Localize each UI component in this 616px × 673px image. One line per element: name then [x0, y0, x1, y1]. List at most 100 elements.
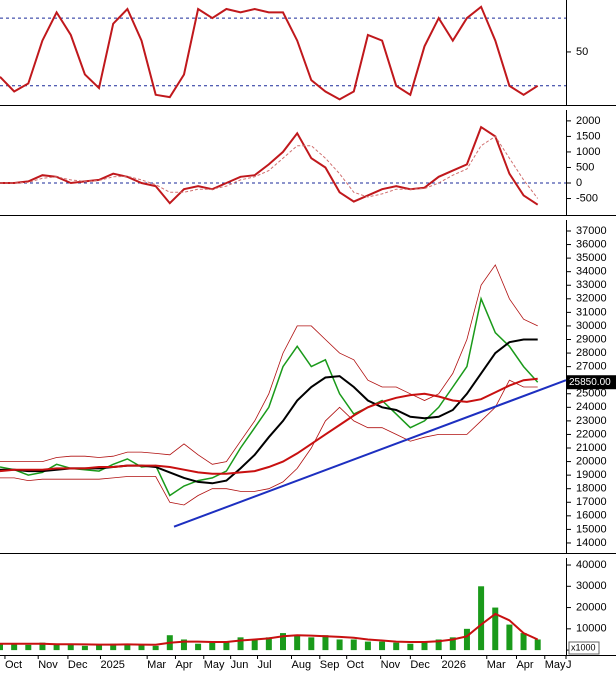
volume-bar [195, 643, 202, 651]
x-tick-label: Dec [68, 659, 88, 671]
volume-bar [280, 633, 286, 651]
volume-bar [492, 607, 499, 651]
y-tick-label: 500 [576, 161, 594, 173]
y-tick-label: 25000 [576, 388, 607, 400]
y-tick-label: 24000 [576, 401, 607, 413]
volume-bar [67, 643, 74, 651]
series-line [0, 5, 539, 101]
x-tick-label: Oct [347, 659, 364, 671]
volume-bar [393, 642, 400, 651]
volume-bar [11, 643, 18, 651]
x-tick-label: Oct [5, 659, 22, 671]
volume-bar [364, 641, 371, 651]
x-tick-label: J [566, 659, 572, 671]
volume-bar [421, 641, 428, 651]
volume-bar [110, 643, 117, 651]
x-tick-label: 2025 [100, 659, 124, 671]
y-tick-label: 22000 [576, 428, 607, 440]
y-tick-label: 28000 [576, 347, 607, 359]
volume-bar [520, 633, 527, 651]
y-tick-label: 29000 [576, 333, 607, 345]
y-tick-label: 40000 [576, 559, 607, 571]
volume-bar [237, 637, 244, 651]
volume-bar [407, 643, 414, 651]
volume-bar [336, 639, 343, 651]
volume-bar [265, 637, 272, 651]
series-line [0, 377, 538, 475]
x-tick-label: Apr [175, 659, 192, 671]
volume-bar [463, 628, 470, 651]
x-tick-label: Apr [516, 659, 533, 671]
y-tick-label: 33000 [576, 279, 607, 291]
x-tick-label: Jun [231, 659, 249, 671]
x-tick-label: Mar [147, 659, 166, 671]
volume-bar [209, 642, 216, 651]
y-tick-label: 19000 [576, 469, 607, 481]
y-tick-label: 20000 [576, 455, 607, 467]
x-tick-label: Nov [381, 659, 401, 671]
volume-bar [294, 635, 301, 651]
y-tick-label: 30000 [576, 320, 607, 332]
x-tick-label: Jul [258, 659, 272, 671]
volume-bar [449, 637, 456, 651]
series-line [173, 379, 567, 528]
unit-box [568, 641, 600, 655]
y-tick-label: 16000 [576, 510, 607, 522]
y-tick-label: 32000 [576, 293, 607, 305]
volume-bar [223, 641, 230, 651]
y-tick-label: 35000 [576, 252, 607, 264]
y-tick-label: 20000 [576, 601, 607, 613]
y-tick-label: 36000 [576, 238, 607, 250]
y-tick-label: 37000 [576, 225, 607, 237]
volume-bar [138, 644, 145, 651]
x-tick-label: Mar [487, 659, 506, 671]
x-tick-label: Aug [291, 659, 311, 671]
x-tick-label: May [545, 659, 566, 671]
last-price-label: 25850.00 [569, 377, 611, 388]
volume-bar [0, 643, 3, 651]
series-line [0, 379, 538, 506]
y-tick-label: 30000 [576, 580, 607, 592]
last-price-box [567, 375, 616, 390]
y-tick-label: 50 [576, 46, 588, 58]
x-tick-label: 2026 [441, 659, 465, 671]
volume-bar [350, 639, 357, 651]
volume-bar [81, 645, 88, 651]
volume-bar [152, 645, 159, 651]
x-tick-label: Nov [38, 659, 58, 671]
y-tick-label: 18000 [576, 483, 607, 495]
y-tick-label: 21000 [576, 442, 607, 454]
volume-bar [308, 637, 315, 651]
y-tick-label: 17000 [576, 496, 607, 508]
volume-bar [379, 641, 386, 651]
x-tick-label: Sep [320, 659, 340, 671]
y-tick-label: 34000 [576, 266, 607, 278]
y-tick-label: 10000 [576, 623, 607, 635]
y-tick-label: 31000 [576, 306, 607, 318]
series-line [0, 125, 539, 206]
volume-bar [506, 624, 513, 651]
y-tick-label: 15000 [576, 523, 607, 535]
series-line [0, 264, 538, 465]
series-line [0, 296, 539, 497]
y-tick-label: 1500 [576, 130, 600, 142]
unit-label: x1000 [571, 642, 596, 652]
y-tick-label: 1000 [576, 146, 600, 158]
y-tick-label: 2000 [576, 115, 600, 127]
y-tick-label: 23000 [576, 415, 607, 427]
series-line [0, 338, 538, 485]
volume-bar [96, 644, 103, 651]
y-tick-label: -500 [576, 192, 598, 204]
volume-bar [53, 644, 60, 651]
volume-bar [322, 635, 329, 651]
y-tick-label: 14000 [576, 537, 607, 549]
series-line [0, 612, 539, 646]
volume-bar [180, 639, 187, 651]
volume-bar [478, 586, 485, 651]
x-tick-label: May [204, 659, 225, 671]
volume-bar [124, 644, 131, 651]
x-tick-label: Dec [410, 659, 430, 671]
y-tick-label: 27000 [576, 361, 607, 373]
